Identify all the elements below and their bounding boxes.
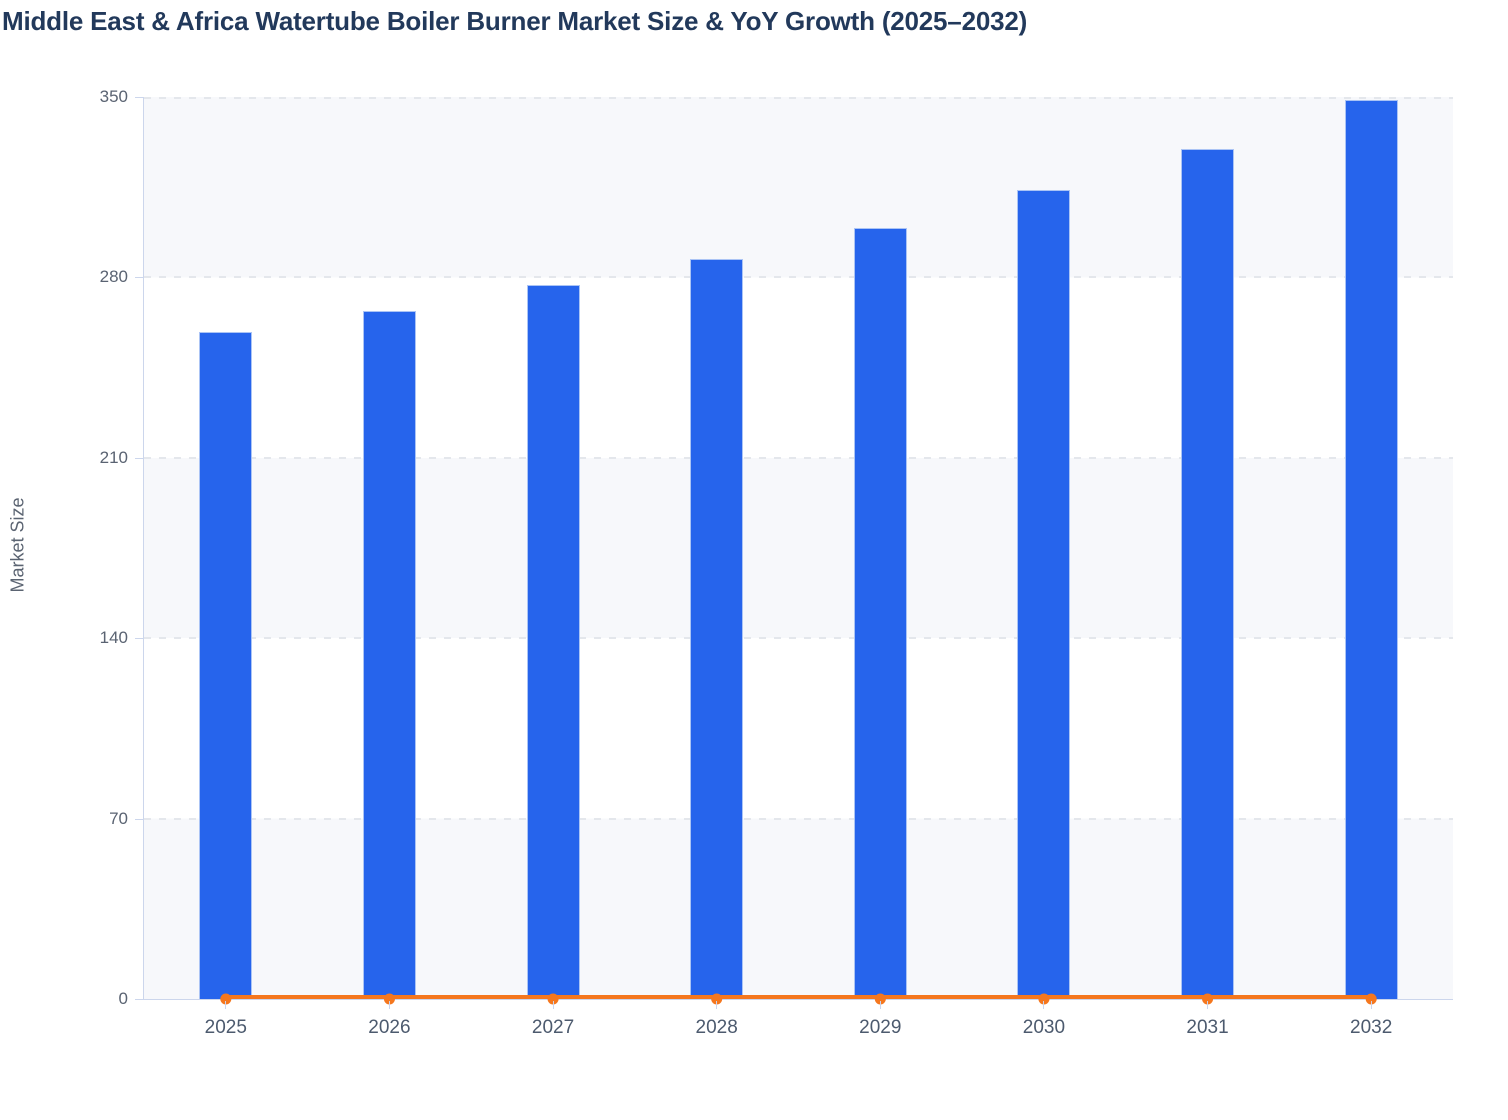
x-tick-mark-2030: [1043, 1001, 1045, 1009]
x-tick-label-2027: 2027: [531, 1017, 575, 1038]
y-tick-label-280: 280: [99, 267, 128, 287]
y-tick-label-0: 0: [118, 989, 128, 1008]
bar-2025[interactable]: [199, 331, 253, 999]
bar-2030[interactable]: [1017, 189, 1071, 999]
yoy-point-2028[interactable]: [711, 993, 723, 1005]
y-tick-mark-140: [135, 638, 144, 640]
gridline-280: [144, 276, 1453, 279]
y-axis-tick-labels: 0 70 140 210 280 350: [0, 87, 128, 1008]
y-tick-mark-280: [135, 277, 144, 279]
plot-area: [143, 97, 1453, 1005]
yoy-point-2029[interactable]: [874, 993, 886, 1005]
gridline-140: [144, 637, 1453, 640]
x-tick-label-2025: 2025: [204, 1017, 247, 1038]
y-tick-mark-70: [135, 818, 144, 820]
y-tick-mark-0: [135, 999, 144, 1000]
bar-2028[interactable]: [690, 259, 744, 999]
yoy-point-2027[interactable]: [547, 993, 559, 1005]
bar-2027[interactable]: [526, 285, 580, 999]
x-tick-label-2028: 2028: [695, 1017, 738, 1038]
y-tick-mark-350: [135, 97, 144, 98]
y-tick-mark-210: [135, 457, 144, 459]
gridline-350: [144, 97, 1453, 99]
x-tick-mark-2029: [879, 1001, 881, 1009]
x-tick-mark-2031: [1207, 1001, 1209, 1009]
plot-background-bands: [144, 97, 1453, 999]
x-tick-mark-2026: [388, 1001, 390, 1009]
bar-2031[interactable]: [1181, 148, 1235, 999]
x-axis-line: [144, 999, 1453, 1000]
bar-2026[interactable]: [362, 310, 416, 999]
x-tick-mark-2027: [552, 1001, 554, 1009]
x-tick-mark-2025: [225, 1001, 227, 1009]
y-axis-tick-marks: [135, 97, 144, 1000]
yoy-point-2026[interactable]: [383, 993, 395, 1005]
bar-2032[interactable]: [1344, 99, 1398, 999]
x-tick-label-2029: 2029: [859, 1017, 902, 1038]
y-tick-label-140: 140: [99, 628, 128, 648]
x-tick-mark-2028: [716, 1001, 718, 1009]
y-tick-label-350: 350: [99, 87, 128, 106]
yoy-point-2025[interactable]: [220, 993, 232, 1005]
x-tick-label-2031: 2031: [1186, 1017, 1229, 1038]
x-axis: 2025 2026 2027 2028 2029 2030 2031 2032: [144, 999, 1453, 1059]
x-tick-mark-2032: [1370, 1001, 1372, 1009]
gridline-70: [144, 817, 1453, 820]
yoy-point-2030[interactable]: [1038, 993, 1050, 1005]
yoy-point-2031[interactable]: [1202, 993, 1214, 1005]
gridline-210: [144, 456, 1453, 459]
yoy-growth-line-layer: [220, 993, 1377, 1005]
yoy-point-2032[interactable]: [1365, 993, 1377, 1005]
x-tick-label-2026: 2026: [368, 1017, 411, 1038]
chart-title: Middle East & Africa Watertube Boiler Bu…: [2, 6, 1028, 36]
x-tick-label-2032: 2032: [1350, 1017, 1393, 1038]
x-tick-label-2030: 2030: [1022, 1017, 1066, 1038]
y-tick-label-210: 210: [99, 447, 128, 467]
y-axis-line: [143, 97, 144, 999]
y-tick-label-70: 70: [109, 808, 128, 828]
bar-2029[interactable]: [853, 228, 907, 999]
